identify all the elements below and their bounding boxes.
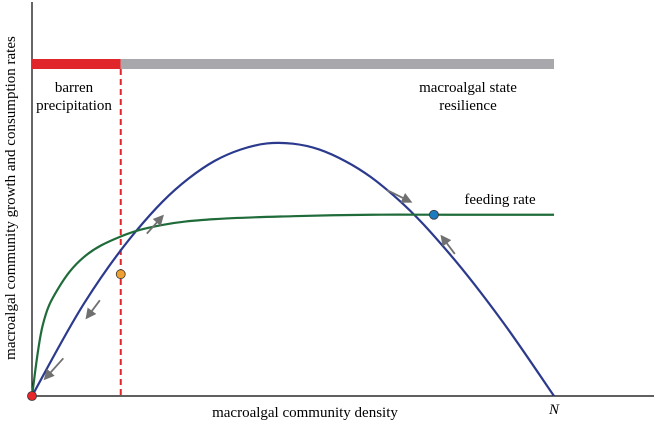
direction-arrow-4 <box>440 234 456 255</box>
growth-curve <box>31 141 555 397</box>
bar-label-resilience: resilience <box>439 98 497 114</box>
direction-arrow-2 <box>146 214 164 235</box>
direction-arrows <box>43 189 456 381</box>
y-axis-label: macroalgal community growth and consumpt… <box>3 36 19 360</box>
feeding-rate-label: feeding rate <box>464 192 536 208</box>
direction-arrow-1 <box>85 299 101 320</box>
bar-label-macroalgal-state: macroalgal state <box>419 80 517 96</box>
bar-label-precipitation: precipitation <box>36 98 112 114</box>
equilibrium-point-1 <box>115 269 126 280</box>
equilibrium-points <box>27 209 439 401</box>
x-axis-label: macroalgal community density <box>212 405 398 421</box>
equilibrium-point-2 <box>429 209 439 220</box>
series-group <box>30 141 555 397</box>
direction-arrow-0 <box>43 357 64 381</box>
bar-label-barren: barren <box>55 80 94 96</box>
feeding-rate-curve <box>30 213 554 397</box>
equilibrium-point-0 <box>27 391 37 401</box>
direction-arrow-3 <box>386 189 413 203</box>
x-axis-end-label: N <box>548 402 560 418</box>
